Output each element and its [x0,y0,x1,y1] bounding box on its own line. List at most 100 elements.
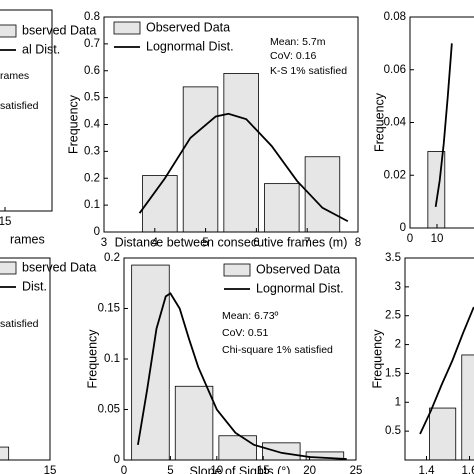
y-tick-label: 0.1 [104,353,120,365]
panel: 1.4 1.6 0.5 1 1.5 2 2.5 3 3.5 Frequency [370,252,474,474]
y-tick-label: 0.2 [84,172,100,184]
annotation: satisfied [0,318,39,330]
y-tick-label: 0 [400,222,406,234]
legend-label: Observed Data [256,262,340,276]
y-axis-label: Frequency [85,329,99,389]
y-tick-label: 2 [395,339,401,351]
bar [182,86,219,232]
legend-label: al Dist. [22,42,60,56]
y-tick-label: 0 [114,454,120,466]
bar [264,183,300,232]
panel: 15 bserved Data Dist. satisfied [0,257,96,474]
y-tick-label: 3 [395,281,401,293]
annotation: Mean: 5.7m [270,36,326,48]
plot-area [138,73,349,232]
x-axis-label: Distance between consecutive frames (m) [115,235,348,249]
x-tick-label: 15 [257,465,270,474]
x-tick-label: 6 [253,237,259,249]
y-tick-label: 0.02 [384,169,406,181]
bar [223,73,259,232]
annotation: CoV: 0.51 [222,327,268,339]
panel: 15 rames bserved Data al Dist. rames satisfie… [0,9,96,246]
legend: Observed Data Lognormal Dist. [223,262,344,295]
legend-label: bserved Data [22,260,96,274]
x-axis-label: Slope of Sights (°) [190,464,291,474]
x-tick-label: 5 [167,465,173,474]
x-tick-label: 25 [350,465,363,474]
annotation: satisfied [0,100,39,112]
panel: 0 5 10 15 20 25 0 0.05 0.1 0.15 0.2 Slope of Sights… [85,252,362,474]
plot-area [131,264,347,460]
y-tick-label: 0.5 [385,425,401,437]
y-tick-label: 0.7 [84,38,100,50]
x-tick-label: 0 [407,233,413,245]
x-tick-label: 4 [152,237,159,249]
legend-patch [113,21,141,35]
fit-curve [434,43,453,208]
x-tick-label: 8 [355,237,361,249]
y-axis-label: Frequency [372,92,386,152]
x-tick-label: 3 [101,237,107,249]
y-tick-label: 0.05 [98,404,120,416]
plot-area [419,306,474,460]
legend-patch [0,24,17,38]
fit-curve [137,292,347,460]
legend-label: Dist. [22,279,47,293]
annotation: rames [0,70,29,82]
y-tick-label: 0.08 [384,11,406,23]
bar [262,442,301,460]
legend-label: Lognormal Dist. [256,281,344,295]
x-tick-label: 20 [303,465,316,474]
y-tick-label: 0.15 [98,303,120,315]
y-tick-label: 2.5 [385,310,401,322]
y-tick-label: 0 [94,226,100,238]
x-tick-label: 15 [44,465,57,474]
plot-area [427,43,453,228]
legend-label: Observed Data [146,20,230,34]
panel: 3 4 5 6 7 8 0 0.1 0.2 0.3 0.4 0.5 0.6 0.7 0.8 Distance … [66,11,361,249]
plot-area [0,446,10,460]
legend-patch [0,261,17,275]
bar [174,385,214,460]
fit-curve [419,306,474,435]
annotation: Chi-square 1% satisfied [222,344,333,356]
bar [218,435,257,460]
y-tick-label: 1 [395,396,401,408]
x-tick-label: 10 [431,233,444,245]
bar [429,407,457,460]
bar [0,446,10,460]
annotation: K-S 1% satisfied [270,65,347,77]
y-tick-label: 0.2 [104,252,120,264]
y-tick-label: 0.3 [84,145,100,157]
y-tick-label: 0.6 [84,65,100,77]
y-tick-label: 0.4 [84,119,101,131]
y-axis-label: Frequency [66,94,80,154]
bar [461,354,474,460]
fit-curve [138,112,349,223]
x-axis-label: rames [10,232,45,246]
x-tick-label: 15 [0,216,11,228]
x-tick-label: 10 [210,465,223,474]
x-tick-label: 1.6 [462,465,474,474]
y-tick-label: 3.5 [385,252,401,264]
legend: Observed Data Lognormal Dist. [113,20,234,53]
legend-label: bserved Data [22,23,96,37]
panel: 0 10 0 0.02 0.04 0.06 0.08 Frequency [372,11,474,245]
y-tick-label: 1.5 [385,367,401,379]
y-tick-label: 0.5 [84,92,100,104]
x-tick-label: 5 [202,237,208,249]
legend-label: Lognormal Dist. [146,39,234,53]
y-tick-label: 0.04 [384,117,407,129]
x-tick-label: 0 [121,465,127,474]
axes-frame [0,257,51,461]
legend: bserved Data Dist. [0,260,96,293]
axes-frame [404,257,474,461]
y-tick-label: 0.06 [384,64,406,76]
x-tick-label: 1.4 [419,465,436,474]
annotation: Mean: 6.73º [222,310,279,322]
y-axis-label: Frequency [370,329,384,389]
legend: bserved Data al Dist. [0,23,96,56]
y-tick-label: 0.8 [84,11,100,23]
legend-patch [223,263,251,277]
